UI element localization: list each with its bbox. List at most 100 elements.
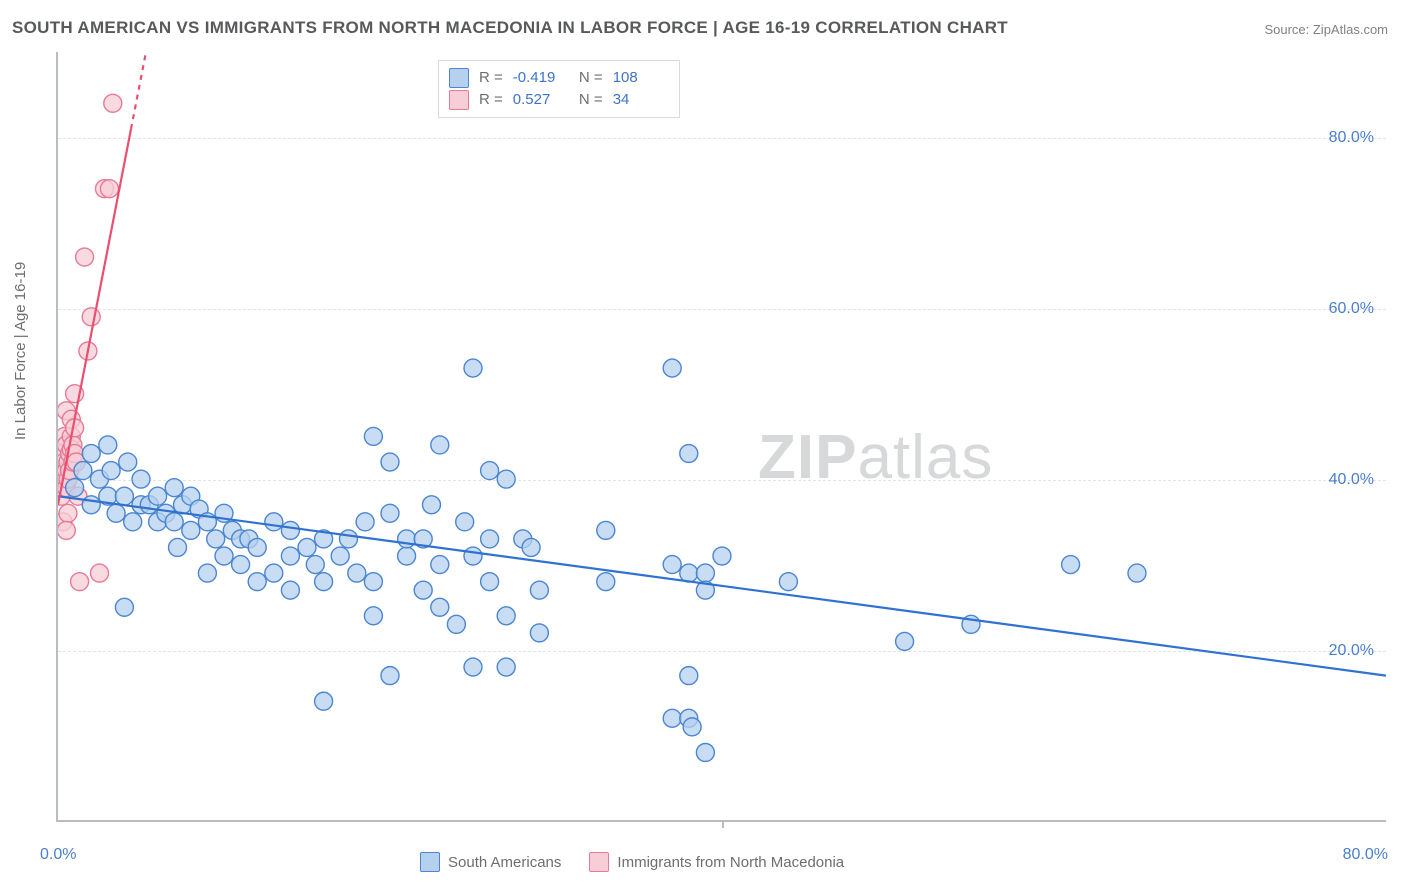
data-point	[696, 743, 714, 761]
data-point	[315, 692, 333, 710]
data-point	[530, 624, 548, 642]
data-point	[680, 667, 698, 685]
data-point	[149, 487, 167, 505]
data-point	[281, 581, 299, 599]
data-point	[364, 573, 382, 591]
data-point	[381, 504, 399, 522]
data-point	[265, 564, 283, 582]
data-point	[340, 530, 358, 548]
trend-line-dashed	[131, 52, 146, 129]
data-point	[680, 564, 698, 582]
swatch-a-icon	[420, 852, 440, 872]
data-point	[298, 538, 316, 556]
scatter-svg	[58, 52, 1386, 821]
data-point	[464, 658, 482, 676]
swatch-b-icon	[589, 852, 609, 872]
x-axis-origin-label: 0.0%	[40, 846, 76, 864]
data-point	[447, 615, 465, 633]
data-point	[683, 718, 701, 736]
data-point	[82, 445, 100, 463]
x-axis-end-label: 80.0%	[1343, 846, 1388, 864]
data-point	[102, 462, 120, 480]
data-point	[66, 479, 84, 497]
data-point	[82, 308, 100, 326]
data-point	[398, 547, 416, 565]
source-text: Source: ZipAtlas.com	[1264, 22, 1388, 37]
data-point	[381, 667, 399, 685]
data-point	[100, 180, 118, 198]
data-point	[597, 573, 615, 591]
data-point	[356, 513, 374, 531]
data-point	[331, 547, 349, 565]
data-point	[713, 547, 731, 565]
data-point	[82, 496, 100, 514]
data-point	[281, 547, 299, 565]
data-point	[215, 547, 233, 565]
data-point	[104, 94, 122, 112]
data-point	[779, 573, 797, 591]
data-point	[497, 470, 515, 488]
data-point	[165, 479, 183, 497]
data-point	[306, 556, 324, 574]
data-point	[530, 581, 548, 599]
data-point	[124, 513, 142, 531]
data-point	[248, 538, 266, 556]
data-point	[456, 513, 474, 531]
data-point	[423, 496, 441, 514]
data-point	[99, 436, 117, 454]
data-point	[497, 658, 515, 676]
data-point	[381, 453, 399, 471]
legend-item-b: Immigrants from North Macedonia	[589, 852, 844, 872]
data-point	[1128, 564, 1146, 582]
data-point	[265, 513, 283, 531]
data-point	[107, 504, 125, 522]
legend-label-a: South Americans	[448, 854, 561, 871]
data-point	[464, 547, 482, 565]
data-point	[281, 521, 299, 539]
data-point	[696, 564, 714, 582]
data-point	[76, 248, 94, 266]
data-point	[663, 556, 681, 574]
data-point	[182, 521, 200, 539]
data-point	[71, 573, 89, 591]
data-point	[207, 530, 225, 548]
data-point	[364, 427, 382, 445]
data-point	[132, 470, 150, 488]
data-point	[431, 436, 449, 454]
data-point	[165, 513, 183, 531]
data-point	[597, 521, 615, 539]
data-point	[119, 453, 137, 471]
y-axis-label: In Labor Force | Age 16-19	[12, 262, 29, 440]
data-point	[364, 607, 382, 625]
data-point	[115, 598, 133, 616]
data-point	[431, 598, 449, 616]
data-point	[464, 359, 482, 377]
data-point	[522, 538, 540, 556]
data-point	[896, 632, 914, 650]
data-point	[115, 487, 133, 505]
data-point	[315, 573, 333, 591]
chart-title: SOUTH AMERICAN VS IMMIGRANTS FROM NORTH …	[12, 18, 1008, 38]
data-point	[680, 445, 698, 463]
data-point	[74, 462, 92, 480]
data-point	[169, 538, 187, 556]
data-point	[198, 564, 216, 582]
data-point	[481, 462, 499, 480]
data-point	[481, 530, 499, 548]
data-point	[232, 556, 250, 574]
data-point	[414, 581, 432, 599]
legend-item-a: South Americans	[420, 852, 561, 872]
data-point	[58, 521, 75, 539]
data-point	[248, 573, 266, 591]
data-point	[481, 573, 499, 591]
series-legend: South Americans Immigrants from North Ma…	[420, 852, 844, 872]
plot-area: ZIPatlas 20.0%40.0%60.0%80.0% R = -0.419…	[56, 52, 1386, 822]
data-point	[431, 556, 449, 574]
data-point	[663, 709, 681, 727]
data-point	[348, 564, 366, 582]
data-point	[59, 504, 77, 522]
data-point	[1062, 556, 1080, 574]
legend-label-b: Immigrants from North Macedonia	[617, 854, 844, 871]
data-point	[497, 607, 515, 625]
data-point	[91, 564, 109, 582]
